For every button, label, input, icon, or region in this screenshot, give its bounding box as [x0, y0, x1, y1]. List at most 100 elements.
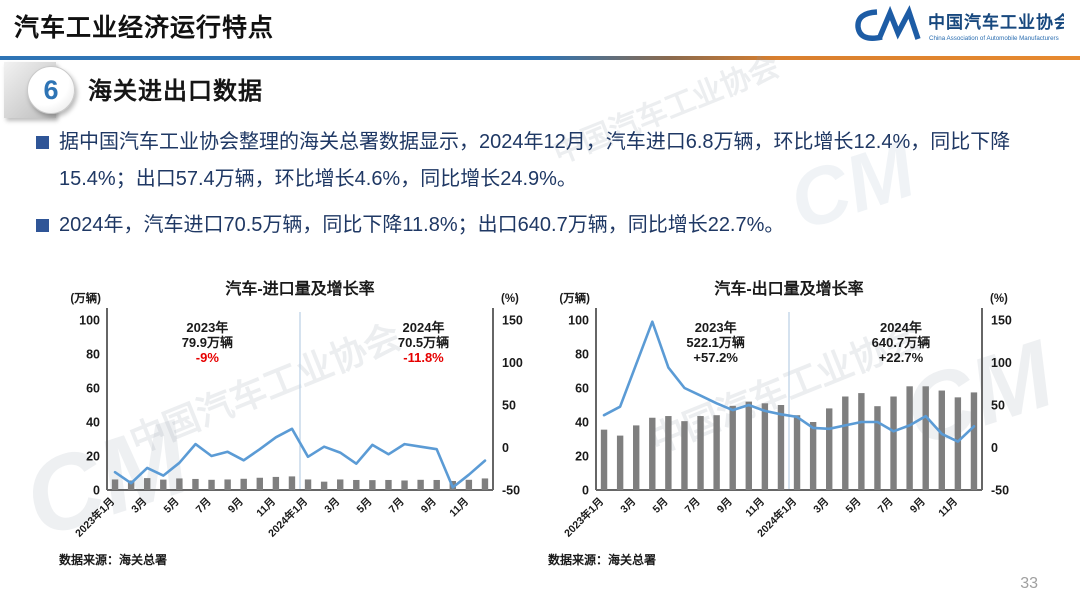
volume-bar: [665, 416, 672, 490]
volume-bar: [192, 478, 199, 490]
x-axis-tick: 3月: [811, 496, 831, 516]
header-divider-rule: [0, 56, 1080, 60]
volume-bar: [633, 425, 640, 490]
left-axis-tick: 20: [86, 450, 100, 464]
volume-bar: [842, 396, 849, 490]
volume-bar: [713, 415, 720, 490]
volume-bar: [922, 386, 929, 490]
export-volume-growth-chart: 汽车-出口量及增长率 (万辆) (%) 100 80 60 40 20 0 150 100 50 0 -5…: [544, 272, 1024, 572]
volume-bar: [111, 479, 119, 490]
list-item: 据中国汽车工业协会整理的海关总署数据显示，2024年12月，汽车进口6.8万辆，…: [36, 124, 1044, 198]
volume-bar: [208, 479, 215, 490]
left-axis-tick: 40: [575, 416, 589, 430]
annotation-text: 70.5万辆: [398, 335, 449, 350]
x-axis-tick: 7月: [387, 496, 407, 516]
left-axis-tick: 40: [86, 416, 100, 430]
chart-title: 汽车-进口量及增长率: [225, 279, 374, 298]
x-axis-tick: 11月: [447, 496, 471, 520]
x-axis-tick: 11月: [743, 496, 767, 520]
section-number: 6: [43, 74, 59, 105]
annotation-growth-value: -11.8%: [403, 350, 444, 365]
volume-bar: [970, 392, 978, 490]
x-axis-tick: 11月: [254, 496, 278, 520]
volume-bar: [176, 478, 183, 490]
volume-bar: [938, 390, 945, 490]
page-number: 33: [1020, 575, 1038, 592]
volume-bar: [433, 479, 440, 490]
volume-bars: [600, 386, 978, 490]
volume-bar: [417, 479, 424, 490]
volume-bar: [809, 422, 817, 490]
volume-bar: [272, 476, 280, 490]
data-source-note: 数据来源：海关总署: [548, 552, 656, 567]
left-axis-tick: 60: [575, 382, 589, 396]
annotation-text: 2023年: [695, 320, 737, 335]
right-axis-tick: 100: [991, 356, 1012, 370]
volume-bar: [954, 397, 962, 490]
right-axis-tick: 150: [991, 314, 1012, 328]
caam-logo: 中国汽车工业协会 China Association of Automobile…: [852, 4, 1071, 55]
volume-bar: [337, 479, 344, 490]
volume-bar: [144, 478, 151, 490]
left-axis-tick: 100: [79, 314, 100, 328]
bullet-text: 据中国汽车工业协会整理的海关总署数据显示，2024年12月，汽车进口6.8万辆，…: [59, 131, 1011, 190]
data-source-note: 数据来源：海关总署: [59, 552, 167, 567]
volume-bar: [600, 429, 608, 490]
volume-bar: [401, 480, 408, 490]
volume-bars: [111, 476, 489, 490]
volume-bar: [874, 406, 881, 490]
volume-bar: [729, 405, 736, 490]
volume-bar: [697, 416, 704, 490]
annotation-text: 2024年: [403, 320, 445, 335]
x-axis-tick: 2023年1月: [72, 495, 117, 540]
section-title: 海关进出口数据: [88, 78, 263, 105]
x-axis-tick: 5月: [843, 496, 863, 516]
volume-bar: [224, 479, 231, 490]
x-axis-tick: 7月: [683, 496, 703, 516]
section-number-badge: 6: [27, 66, 75, 114]
annotation-text: 640.7万辆: [872, 335, 931, 350]
volume-bar: [160, 479, 167, 490]
x-axis-tick: 9月: [715, 496, 735, 516]
annotation-text: 2023年: [186, 320, 228, 335]
bullet-text: 2024年，汽车进口70.5万辆，同比下降11.8%；出口640.7万辆，同比增…: [59, 214, 785, 236]
right-axis-tick: -50: [502, 484, 520, 498]
volume-bar: [793, 415, 801, 490]
left-axis-tick: 80: [86, 348, 100, 362]
right-axis-tick: -50: [991, 484, 1009, 498]
x-axis-tick: 11月: [936, 496, 960, 520]
right-axis-tick: 0: [991, 441, 998, 455]
volume-bar: [369, 480, 376, 490]
x-axis-tick: 5月: [354, 496, 374, 516]
bullet-square-icon: [36, 136, 49, 149]
volume-bar: [649, 417, 656, 490]
volume-bar: [761, 403, 769, 490]
volume-bar: [745, 401, 752, 490]
bullet-square-icon: [36, 219, 49, 232]
left-axis-unit: (万辆): [559, 291, 590, 305]
volume-bar: [353, 479, 360, 490]
left-axis-tick: 100: [568, 314, 589, 328]
volume-bar: [304, 479, 312, 490]
annotation-text: 79.9万辆: [182, 335, 233, 350]
x-axis-tick: 9月: [419, 496, 439, 516]
annotation-growth-value: +22.7%: [879, 350, 924, 365]
bullet-list: 据中国汽车工业协会整理的海关总署数据显示，2024年12月，汽车进口6.8万辆，…: [36, 124, 1044, 253]
volume-bar: [826, 408, 833, 490]
growth-rate-line: [113, 427, 487, 489]
right-axis-tick: 0: [502, 441, 509, 455]
annotation-growth-value: +57.2%: [693, 350, 738, 365]
volume-bar: [240, 478, 247, 490]
right-axis-unit: (%): [990, 293, 1008, 305]
growth-rate-line: [602, 320, 976, 443]
x-axis-tick: 2023年1月: [561, 495, 606, 540]
right-axis-tick: 150: [502, 314, 523, 328]
right-axis-unit: (%): [501, 293, 519, 305]
volume-bar: [127, 480, 135, 490]
volume-bar: [288, 476, 296, 490]
volume-bar: [906, 386, 913, 490]
x-axis-tick: 3月: [129, 496, 149, 516]
logo-org-en: China Association of Automobile Manufact…: [929, 35, 1059, 42]
volume-bar: [320, 481, 328, 490]
